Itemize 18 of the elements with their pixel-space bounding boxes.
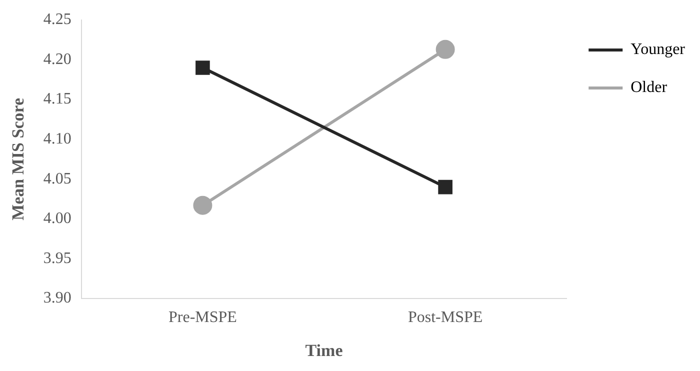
y-axis-title: Mean MIS Score	[8, 98, 28, 220]
y-tick-label: 3.95	[43, 250, 72, 267]
y-tick-label: 4.00	[43, 210, 72, 228]
point	[193, 196, 212, 215]
x-tick-label: Post-MSPE	[408, 309, 483, 326]
legend-label: Younger	[630, 41, 686, 58]
x-axis-title: Time	[305, 341, 344, 360]
point	[438, 180, 452, 194]
y-tick-label: 4.15	[43, 90, 72, 108]
x-tick-label: Pre-MSPE	[168, 309, 237, 326]
y-tick-label: 3.90	[43, 290, 72, 307]
y-tick-label: 4.10	[43, 130, 72, 148]
point	[436, 40, 455, 59]
point	[196, 60, 210, 75]
y-tick-label: 4.05	[43, 170, 72, 188]
y-tick-label: 4.25	[43, 11, 72, 28]
y-tick-label: 4.20	[43, 50, 72, 68]
legend-label: Older	[630, 79, 668, 96]
